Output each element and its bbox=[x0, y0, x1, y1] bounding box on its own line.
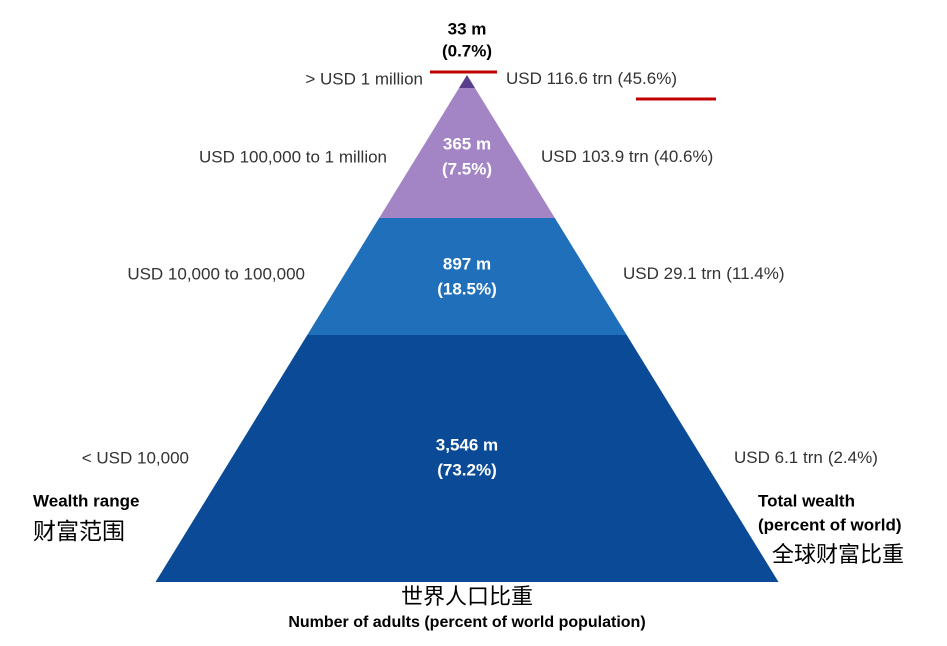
wealth-total: USD 29.1 trn (11.4%) bbox=[623, 264, 785, 283]
pyramid-tier bbox=[155, 335, 779, 582]
right-subtitle: (percent of world) bbox=[758, 515, 902, 534]
wealth-share: (40.6%) bbox=[654, 147, 714, 166]
left-title: Wealth range bbox=[33, 491, 139, 510]
population-share: (7.5%) bbox=[442, 159, 492, 178]
wealth-range: > USD 1 million bbox=[305, 69, 423, 88]
population-label: 365 m bbox=[443, 134, 491, 153]
right-title: Total wealth bbox=[758, 491, 855, 510]
bottom-title: Number of adults (percent of world popul… bbox=[288, 614, 645, 631]
wealth-share: (45.6%) bbox=[617, 69, 677, 88]
left-title-cn: 财富范围 bbox=[33, 518, 125, 544]
wealth-total: USD 116.6 trn (45.6%) bbox=[506, 69, 677, 88]
pyramid-tier bbox=[307, 218, 627, 335]
population-share: (18.5%) bbox=[437, 279, 497, 298]
bottom-title-cn: 世界人口比重 bbox=[401, 584, 533, 609]
wealth-amount: USD 116.6 trn bbox=[506, 69, 612, 88]
population-label: 33 m bbox=[448, 19, 487, 38]
pyramid-tier bbox=[459, 75, 475, 88]
wealth-total: USD 103.9 trn (40.6%) bbox=[541, 147, 713, 166]
right-title-cn: 全球财富比重 bbox=[772, 542, 904, 567]
pyramid-tier bbox=[379, 88, 555, 218]
wealth-range: USD 100,000 to 1 million bbox=[199, 147, 387, 166]
population-share: (0.7%) bbox=[442, 41, 492, 60]
wealth-share: (11.4%) bbox=[726, 264, 784, 283]
wealth-amount: USD 6.1 trn bbox=[734, 448, 823, 467]
wealth-range: < USD 10,000 bbox=[82, 448, 189, 467]
population-label: 897 m bbox=[443, 254, 491, 273]
population-share: (73.2%) bbox=[437, 460, 497, 479]
wealth-total: USD 6.1 trn (2.4%) bbox=[734, 448, 878, 467]
wealth-range: USD 10,000 to 100,000 bbox=[127, 264, 305, 283]
wealth-share: (2.4%) bbox=[828, 448, 878, 467]
population-label: 3,546 m bbox=[436, 435, 498, 454]
wealth-amount: USD 29.1 trn bbox=[623, 264, 721, 283]
wealth-amount: USD 103.9 trn bbox=[541, 147, 649, 166]
